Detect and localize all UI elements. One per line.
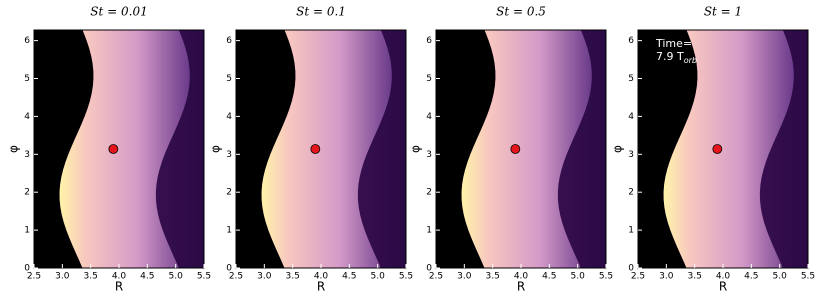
y-tick-label: 1 — [24, 226, 30, 236]
y-tick-label: 6 — [226, 36, 232, 46]
x-tick-label: 5.5 — [399, 272, 413, 282]
x-tick-label: 4.0 — [716, 272, 731, 282]
y-tick-label: 6 — [24, 36, 30, 46]
x-tick-label: 5.5 — [197, 272, 211, 282]
x-tick-label: 4.0 — [314, 272, 329, 282]
y-tick-label: 1 — [426, 226, 432, 236]
x-tick-label: 5.0 — [169, 272, 184, 282]
field — [638, 30, 808, 268]
y-tick-label: 0 — [24, 264, 30, 274]
y-tick-label: 0 — [226, 264, 232, 274]
dust-band — [59, 30, 190, 268]
panel-title: St = 0.5 — [496, 5, 546, 19]
y-tick-label: 2 — [628, 188, 634, 198]
x-tick-label: 3.5 — [688, 272, 702, 282]
x-tick-label: 4.5 — [140, 272, 154, 282]
x-tick-label: 5.5 — [801, 272, 815, 282]
x-tick-label: 4.5 — [342, 272, 356, 282]
annotation-sub: orb — [684, 56, 697, 65]
x-tick-label: 4.5 — [542, 272, 556, 282]
x-tick-label: 2.5 — [429, 272, 443, 282]
y-tick-label: 5 — [628, 74, 634, 84]
annotation-text: Time= — [655, 37, 692, 50]
panel-title: St = 0.1 — [296, 5, 346, 19]
panel-title: St = 1 — [704, 5, 742, 19]
y-tick-label: 3 — [24, 150, 30, 160]
y-tick-label: 2 — [226, 188, 232, 198]
y-tick-label: 4 — [226, 112, 232, 122]
x-tick-label: 5.0 — [571, 272, 586, 282]
planet — [108, 144, 119, 154]
x-tick-label: 2.5 — [631, 272, 645, 282]
y-tick-label: 1 — [226, 226, 232, 236]
y-tick-label: 4 — [426, 112, 432, 122]
y-tick-label: 5 — [426, 74, 432, 84]
x-tick-label: 3.0 — [457, 272, 472, 282]
dark-region — [638, 30, 698, 268]
planet — [310, 144, 321, 154]
x-axis-label: R — [719, 280, 727, 294]
x-tick-label: 3.5 — [84, 272, 98, 282]
x-tick-label: 4.0 — [514, 272, 529, 282]
dust-band — [261, 30, 392, 268]
field — [436, 30, 606, 268]
x-tick-label: 2.5 — [27, 272, 41, 282]
field — [236, 30, 406, 268]
y-tick-label: 1 — [628, 226, 634, 236]
y-axis-label: φ — [209, 145, 223, 153]
y-tick-label: 3 — [226, 150, 232, 160]
planet — [712, 144, 723, 154]
dust-band — [663, 30, 794, 268]
dark-region — [236, 30, 296, 268]
x-axis-label: R — [317, 280, 325, 294]
x-tick-label: 3.0 — [659, 272, 674, 282]
y-tick-label: 2 — [426, 188, 432, 198]
y-axis-label: φ — [611, 145, 625, 153]
dark-region — [436, 30, 496, 268]
x-tick-label: 5.0 — [773, 272, 788, 282]
annotation-text: 7.9 T — [656, 50, 684, 63]
x-tick-label: 4.0 — [112, 272, 127, 282]
planet — [510, 144, 521, 154]
y-tick-label: 3 — [426, 150, 432, 160]
x-tick-label: 2.5 — [229, 272, 243, 282]
y-tick-label: 4 — [24, 112, 30, 122]
x-tick-label: 3.0 — [55, 272, 70, 282]
y-tick-label: 5 — [226, 74, 232, 84]
y-axis-label: φ — [409, 145, 423, 153]
x-tick-label: 5.0 — [371, 272, 386, 282]
dark-region — [34, 30, 94, 268]
annotation: Time= — [655, 37, 692, 50]
panel-title: St = 0.01 — [90, 5, 147, 19]
y-tick-label: 2 — [24, 188, 30, 198]
y-tick-label: 6 — [426, 36, 432, 46]
field — [34, 30, 204, 268]
x-axis-label: R — [115, 280, 123, 294]
annotation: 7.9 Torb — [656, 50, 697, 65]
y-tick-label: 3 — [628, 150, 634, 160]
y-tick-label: 6 — [628, 36, 634, 46]
x-tick-label: 3.5 — [286, 272, 300, 282]
x-tick-label: 3.5 — [486, 272, 500, 282]
y-axis-label: φ — [7, 145, 21, 153]
y-tick-label: 4 — [628, 112, 634, 122]
x-tick-label: 4.5 — [744, 272, 758, 282]
dust-band — [461, 30, 592, 268]
x-axis-label: R — [517, 280, 525, 294]
y-tick-label: 0 — [426, 264, 432, 274]
y-tick-label: 0 — [628, 264, 634, 274]
x-tick-label: 5.5 — [599, 272, 613, 282]
y-tick-label: 5 — [24, 74, 30, 84]
x-tick-label: 3.0 — [257, 272, 272, 282]
